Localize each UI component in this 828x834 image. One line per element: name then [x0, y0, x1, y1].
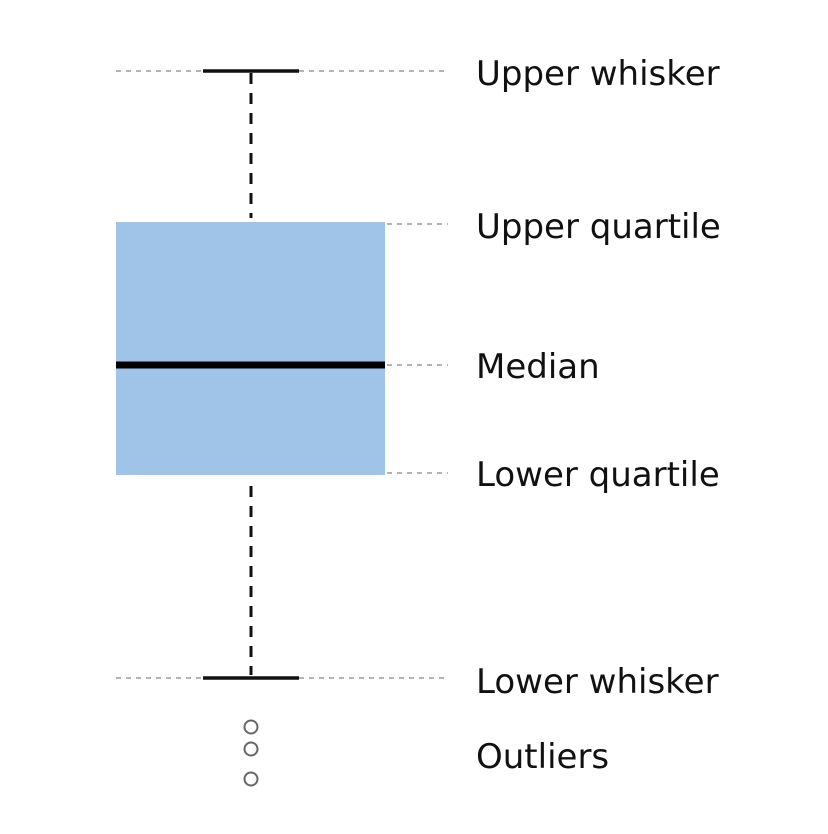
outlier-point — [243, 741, 259, 757]
outliers-label: Outliers — [476, 737, 609, 777]
upper-quartile-label: Upper quartile — [476, 207, 721, 247]
outlier-point — [243, 771, 259, 787]
interquartile-box — [116, 222, 385, 475]
outlier-point — [243, 719, 259, 735]
median-label: Median — [476, 347, 600, 387]
upper-whisker-label: Upper whisker — [476, 54, 720, 94]
lower-quartile-label: Lower quartile — [476, 455, 720, 495]
lower-whisker-label: Lower whisker — [476, 662, 719, 702]
